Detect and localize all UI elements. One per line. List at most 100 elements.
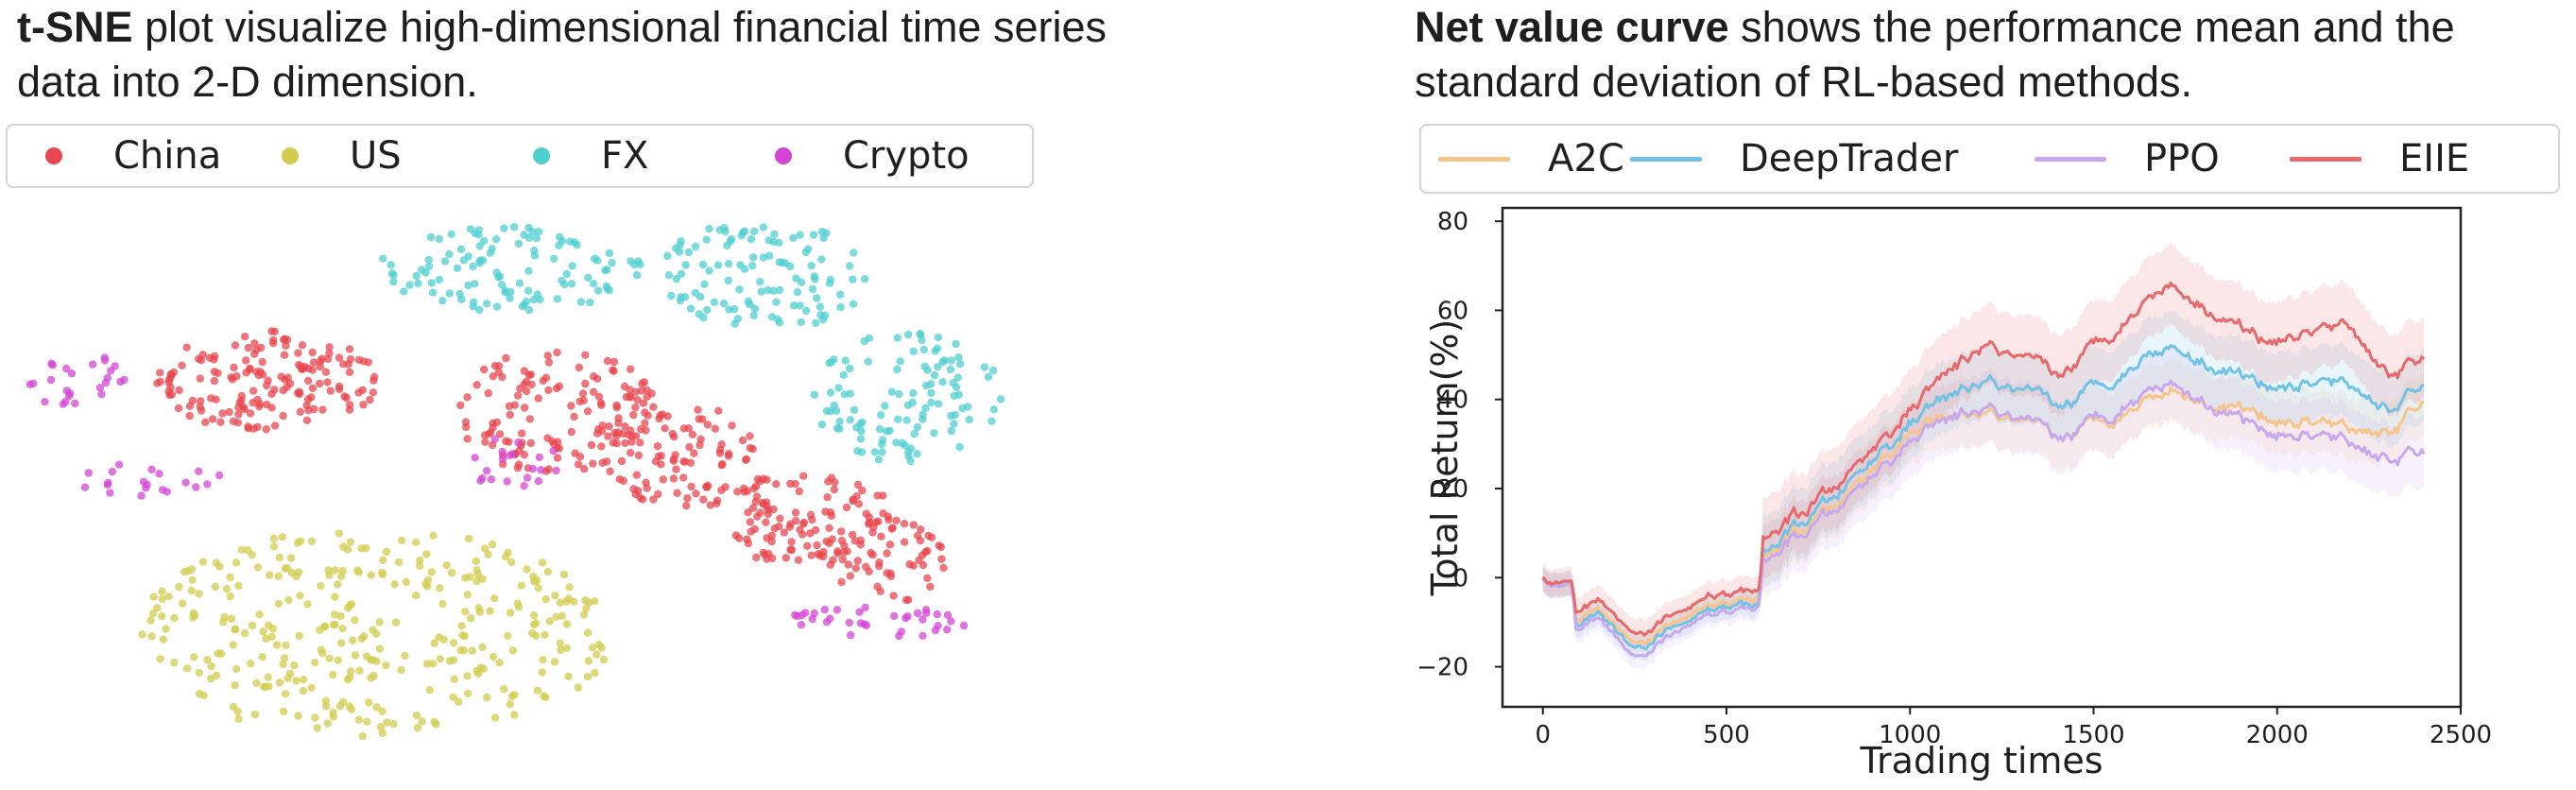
plot-frame (1501, 206, 2463, 709)
point-us (458, 631, 467, 640)
point-crypto (59, 400, 67, 408)
point-fx (445, 289, 454, 298)
legend-item-china: China (45, 134, 282, 178)
point-fx (447, 230, 455, 238)
point-us (232, 558, 241, 567)
point-fx (836, 290, 845, 299)
point-us (321, 702, 331, 711)
point-fx (475, 305, 484, 315)
x-tick-label: 2000 (2246, 721, 2309, 749)
point-fx (457, 295, 466, 304)
point-china (850, 537, 860, 545)
point-china (156, 377, 164, 386)
point-china (201, 418, 210, 426)
point-china (884, 515, 893, 524)
point-china (733, 488, 742, 496)
point-us (269, 534, 279, 542)
point-fx (903, 330, 913, 339)
point-china (659, 410, 667, 419)
point-us (489, 652, 498, 661)
point-us (365, 698, 373, 707)
point-fx (684, 248, 694, 257)
point-china (853, 557, 862, 565)
point-china (673, 489, 681, 497)
point-us (539, 656, 547, 664)
point-china (926, 582, 935, 592)
point-us (317, 645, 326, 654)
point-china (690, 449, 698, 457)
point-crypto (889, 611, 899, 621)
point-fx (919, 410, 927, 419)
point-china (267, 327, 276, 335)
point-us (187, 586, 196, 595)
y-tick-label: 0 (1452, 564, 1468, 592)
point-china (909, 521, 918, 529)
point-us (460, 608, 470, 616)
point-us (472, 566, 481, 575)
point-china (523, 386, 531, 396)
point-china (244, 343, 253, 352)
point-us (564, 672, 573, 680)
point-china (849, 496, 857, 506)
point-china (632, 471, 642, 479)
point-us (495, 659, 504, 667)
point-china (939, 563, 948, 573)
point-china (225, 407, 233, 417)
point-china (494, 362, 504, 370)
point-crypto (947, 617, 955, 626)
point-china (326, 386, 335, 395)
point-fx (775, 258, 783, 266)
point-china (335, 385, 344, 394)
point-china (280, 351, 289, 359)
point-fx (532, 233, 541, 243)
point-crypto (67, 369, 77, 378)
point-us (551, 592, 559, 600)
point-china (627, 426, 635, 435)
point-us (358, 731, 367, 741)
point-fx (904, 448, 913, 456)
point-us (529, 620, 538, 629)
point-china (210, 376, 218, 386)
point-us (450, 675, 458, 683)
point-china (318, 405, 327, 414)
point-us (329, 708, 337, 717)
point-fx (700, 280, 709, 288)
point-us (259, 627, 267, 636)
point-fx (808, 284, 817, 294)
point-us (541, 595, 550, 604)
point-china (703, 421, 713, 429)
point-us (347, 600, 356, 609)
point-china (669, 455, 678, 464)
point-us (504, 631, 512, 641)
point-china (672, 465, 680, 473)
point-us (506, 700, 514, 709)
point-china (249, 386, 258, 395)
point-fx (727, 234, 736, 244)
point-us (481, 544, 489, 553)
point-crypto (902, 613, 910, 623)
point-china (234, 404, 243, 412)
point-china (699, 495, 708, 504)
point-us (188, 575, 197, 584)
point-us (455, 697, 463, 706)
point-us (436, 584, 444, 592)
point-us (545, 617, 554, 626)
legend-label-deeptrader: DeepTrader (1740, 137, 1959, 180)
point-us (195, 590, 203, 598)
point-china (526, 438, 535, 448)
point-us (558, 611, 567, 620)
point-us (523, 565, 531, 574)
point-us (456, 645, 465, 655)
point-china (597, 442, 606, 451)
point-china (230, 363, 238, 372)
point-us (345, 673, 354, 682)
point-fx (856, 435, 866, 443)
point-china (165, 390, 174, 400)
point-fx (438, 297, 447, 305)
point-fx (483, 300, 491, 308)
point-us (294, 712, 302, 720)
point-us (506, 609, 515, 617)
point-crypto (142, 484, 150, 492)
point-fx (664, 271, 674, 280)
point-china (237, 396, 246, 404)
